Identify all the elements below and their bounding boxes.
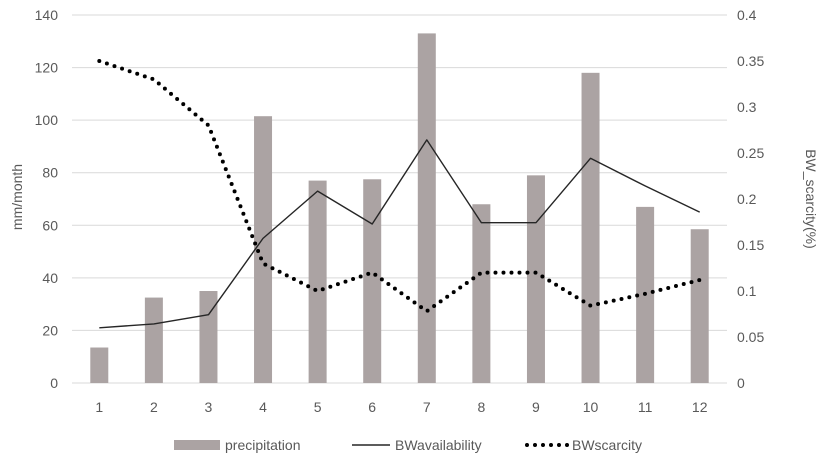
legend-label: precipitation	[225, 437, 301, 453]
y-tick-label: 20	[42, 322, 58, 338]
bar	[472, 204, 491, 383]
y-tick-label: 140	[35, 7, 59, 23]
x-tick-label: 10	[583, 399, 599, 415]
bar	[363, 179, 382, 383]
y-tick-label: 120	[35, 60, 59, 76]
x-tick-label: 6	[368, 399, 376, 415]
y2-tick-label: 0.15	[737, 237, 764, 253]
bar	[690, 229, 709, 383]
y2-tick-label: 0.05	[737, 329, 764, 345]
x-tick-label: 12	[692, 399, 708, 415]
bar	[308, 180, 327, 383]
bar	[581, 72, 600, 383]
legend-label: BWscarcity	[572, 437, 642, 453]
y-tick-label: 40	[42, 270, 58, 286]
bar	[90, 347, 109, 383]
bar	[526, 175, 545, 383]
x-tick-label: 2	[150, 399, 158, 415]
x-tick-label: 1	[95, 399, 103, 415]
y-axis-title: mm/month	[9, 164, 25, 230]
bar	[254, 116, 273, 383]
y-tick-label: 60	[42, 217, 58, 233]
x-tick-label: 8	[477, 399, 485, 415]
y2-tick-label: 0.2	[737, 191, 757, 207]
x-tick-label: 5	[314, 399, 322, 415]
precipitation-bars	[90, 33, 709, 384]
x-tick-label: 7	[423, 399, 431, 415]
bar	[417, 33, 436, 384]
y2-tick-label: 0.25	[737, 145, 764, 161]
y2-tick-label: 0.1	[737, 283, 757, 299]
x-tick-label: 4	[259, 399, 267, 415]
series-lines	[97, 59, 702, 329]
x-axis-ticks: 1 2 3 4 5 6 7 8 9 10 11 12	[95, 399, 707, 415]
y2-tick-label: 0.35	[737, 53, 764, 69]
line-bwscarcity	[97, 59, 702, 314]
legend: precipitation BWavailability BWscarcity	[174, 437, 642, 453]
y-tick-label: 100	[35, 112, 59, 128]
x-tick-label: 11	[638, 399, 653, 415]
y2-tick-label: 0	[737, 375, 745, 391]
right-axis-ticks: 0 0.05 0.1 0.15 0.2 0.25 0.3 0.35 0.4	[737, 7, 764, 391]
x-tick-label: 9	[532, 399, 540, 415]
x-tick-label: 3	[205, 399, 213, 415]
legend-label: BWavailability	[395, 437, 482, 453]
left-axis-ticks: 0 20 40 60 80 100 120 140	[35, 7, 59, 391]
line-bwavailability	[99, 139, 701, 329]
y2-axis-title: BW_scarcity(%)	[803, 149, 819, 249]
y2-tick-label: 0.3	[737, 99, 757, 115]
legend-swatch-bar	[174, 440, 220, 450]
bar	[144, 297, 163, 383]
y2-tick-label: 0.4	[737, 7, 757, 23]
y-tick-label: 80	[42, 165, 58, 181]
bar	[199, 291, 218, 383]
gridlines	[72, 14, 727, 384]
y-tick-label: 0	[50, 375, 58, 391]
